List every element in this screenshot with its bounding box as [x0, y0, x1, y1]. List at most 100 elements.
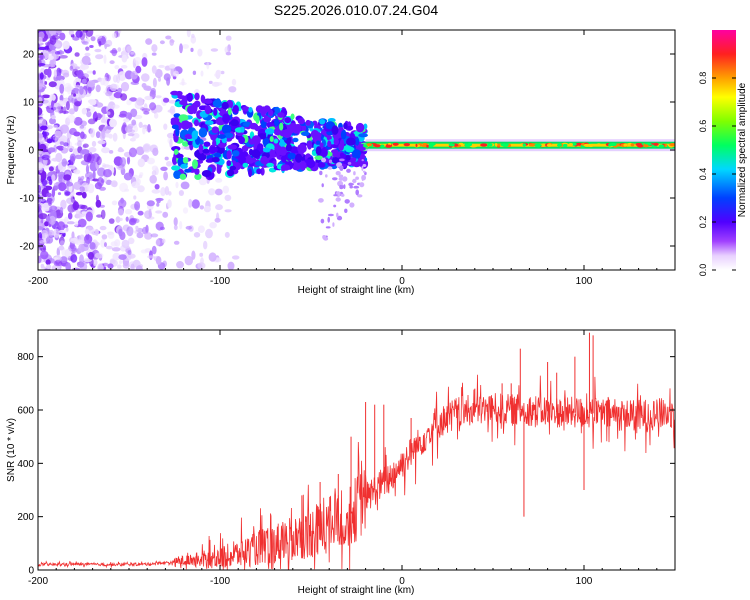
spectrogram-noise-blob [151, 52, 157, 56]
spectrogram-noise-blob [163, 73, 171, 81]
spectrogram-noise-blob [53, 124, 58, 128]
spectrogram-noise-blob [92, 70, 96, 75]
spectrogram-band-blob [363, 123, 368, 130]
spectrogram-noise-blob [53, 260, 63, 267]
spectrogram-tone-blob [563, 143, 568, 148]
spectrogram-band-blob [179, 114, 185, 120]
spectrogram-noise-blob [120, 65, 128, 69]
spectrogram-tail-blob [349, 202, 355, 208]
spectrogram-noise-blob [112, 252, 121, 261]
spectrogram-tone-blob [448, 143, 455, 147]
spectrogram-noise-blob [120, 93, 128, 101]
spectrogram-tail-blob [335, 171, 341, 176]
spectrogram-band-blob [200, 94, 205, 103]
spectrogram-noise-blob [60, 256, 68, 264]
spectrogram-band-blob [256, 168, 262, 175]
spectrogram-noise-blob [155, 256, 162, 265]
spectrogram-tone-blob [403, 143, 410, 147]
spectrogram-band-blob [173, 113, 181, 118]
spectrogram-noise-blob [38, 143, 47, 152]
spectrogram-band-blob [295, 153, 303, 163]
spectrogram-noise-blob [49, 117, 56, 125]
spectrogram-noise-blob [155, 210, 163, 214]
spectrogram-tail-blob [355, 176, 359, 180]
spectrogram-band-blob [319, 119, 326, 125]
spectrogram-noise-blob [173, 217, 178, 227]
spectrogram-noise-blob [139, 172, 144, 177]
spectrogram-tail-blob [325, 174, 328, 178]
spectrogram-noise-blob [112, 132, 118, 142]
spectrogram-noise-blob [214, 82, 223, 86]
spectrogram-band-blob [198, 127, 208, 138]
spectrogram-band-blob [251, 157, 257, 163]
spectrogram-noise-blob [124, 209, 133, 215]
spectrogram-band-blob [212, 99, 222, 108]
spectrogram-noise-blob [118, 147, 123, 153]
spectrogram-noise-blob [110, 241, 118, 247]
spectrogram-noise-blob [143, 111, 150, 115]
spectrogram-noise-blob [143, 85, 152, 91]
spectrogram-noise-blob [231, 78, 237, 86]
spectrogram-noise-blob [82, 133, 87, 140]
spectrogram-noise-blob [81, 55, 91, 65]
spectrogram-noise-blob [59, 207, 64, 214]
spectrogram-noise-blob [145, 96, 153, 101]
spectrogram-noise-blob [40, 263, 45, 269]
spectrogram-noise-blob [164, 186, 170, 196]
spectrogram-noise-blob [129, 137, 136, 142]
spectrogram-noise-blob [160, 166, 168, 171]
spectrogram-noise-blob [86, 70, 94, 74]
spectrogram-band-blob [205, 120, 214, 126]
spectrogram-tone-blob [568, 143, 573, 147]
colorbar-label: Normalized spectral amplitude [737, 82, 748, 217]
spectrogram-band-blob [273, 127, 282, 136]
spectrogram-noise-blob [179, 43, 183, 54]
spectrogram-noise-blob [62, 232, 66, 237]
spectrogram-band-blob [212, 139, 217, 148]
spectrogram-tone-blob [608, 143, 613, 147]
spectrogram-noise-blob [73, 93, 77, 97]
spectrogram-noise-blob [89, 242, 96, 250]
spectrogram-noise-blob [155, 238, 161, 247]
spectrogram-noise-blob [96, 156, 102, 166]
spectrogram-noise-blob [107, 263, 114, 269]
spectrogram-noise-blob [64, 191, 71, 196]
spectrogram-noise-blob [126, 99, 132, 106]
spectrogram-noise-blob [148, 208, 152, 218]
spectrogram-noise-blob [68, 30, 74, 36]
spectrogram-band-blob [327, 140, 332, 148]
spectrogram-noise-blob [60, 199, 67, 210]
spectrogram-band-blob [226, 150, 232, 160]
spectrogram-band-blob [291, 161, 302, 171]
spectrogram-noise-blob [167, 199, 172, 209]
spectrogram-noise-blob [44, 134, 48, 142]
spectrogram-noise-blob [141, 57, 148, 67]
spectrogram-band-blob [173, 170, 182, 180]
spectrogram-noise-blob [38, 255, 42, 264]
spectrogram-noise-blob [158, 64, 165, 68]
spectrogram-noise-blob [63, 174, 72, 181]
spectrogram-noise-blob [60, 124, 69, 134]
spectrogram-noise-blob [102, 164, 111, 168]
spectrogram-noise-blob [101, 112, 106, 121]
spectrogram-tail-blob [361, 165, 364, 171]
spectrogram-noise-blob [215, 69, 222, 76]
spectrogram-tone-blob [380, 144, 385, 148]
spectrogram-tail-blob [337, 180, 344, 187]
spectrogram-band-blob [213, 107, 218, 117]
spectrogram-noise-blob [58, 245, 65, 251]
spectrogram-tone-blob [366, 143, 372, 147]
spectrogram-noise-blob [97, 263, 104, 270]
spectrogram-noise-blob [98, 40, 102, 47]
spectrogram-noise-blob [126, 156, 131, 165]
spectrogram-band-blob [306, 159, 316, 169]
spectrogram-noise-blob [89, 101, 97, 106]
spectrogram-noise-blob [99, 225, 107, 231]
spectrogram-band-blob [223, 132, 234, 139]
spectrogram-noise-blob [137, 158, 145, 168]
spectrogram-noise-blob [200, 257, 204, 266]
spectrogram-tone-blob [494, 143, 498, 147]
spectrogram-noise-blob [39, 72, 44, 80]
spectrogram-noise-blob [38, 226, 44, 231]
